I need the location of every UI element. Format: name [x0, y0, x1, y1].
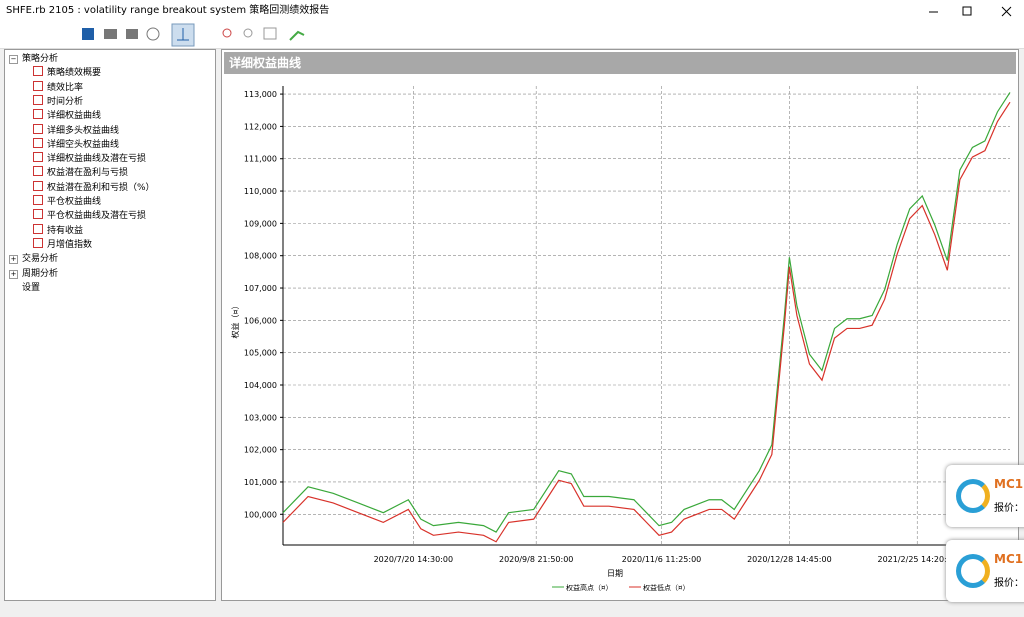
window-controls[interactable]: [914, 0, 1024, 22]
y-tick-label: 108,000: [244, 252, 277, 261]
y-tick-label: 103,000: [244, 413, 277, 422]
tree-node[interactable]: 详细空头权益曲线: [33, 137, 120, 152]
y-tick-label: 106,000: [244, 316, 277, 325]
tree-label: 详细空头权益曲线: [47, 139, 120, 150]
tree-node[interactable]: 时间分析: [33, 94, 84, 109]
y-axis-label: 权益（¤）: [230, 301, 240, 338]
app-logo: [956, 479, 990, 513]
y-tick-label: 110,000: [244, 187, 277, 196]
y-tick-label: 109,000: [244, 219, 277, 228]
item-icon: [33, 123, 43, 134]
panel-title: 详细权益曲线: [224, 52, 1016, 74]
tree-node[interactable]: + 交易分析: [9, 252, 58, 266]
equity-line: [282, 101, 1011, 543]
legend-label: 权益低点（¤）: [643, 583, 689, 592]
x-tick-label: 2020/7/20 14:30:00: [374, 555, 454, 564]
x-tick-label: 2021/2/25 14:20:00: [877, 555, 957, 564]
tree-node[interactable]: +设置: [9, 281, 40, 295]
tree-node[interactable]: 绩效比率: [33, 80, 84, 95]
y-tick-label: 100,000: [244, 510, 277, 519]
tree-label: 平仓权益曲线: [47, 197, 102, 207]
tree-node[interactable]: 平仓权益曲线: [33, 195, 101, 209]
tree-label: 持有收益: [47, 225, 84, 236]
item-icon: [33, 237, 43, 248]
y-tick-label: 112,000: [244, 122, 277, 131]
item-icon: [33, 209, 43, 220]
expander: +: [9, 269, 18, 279]
tree-label: 详细权益曲线及潜在亏损: [47, 154, 147, 165]
y-tick-label: 102,000: [244, 446, 277, 455]
expander: −: [9, 55, 18, 64]
tree-label: 策略分析: [22, 54, 59, 64]
tree-node[interactable]: 策略绩效概要: [33, 66, 101, 80]
y-tick-label: 113,000: [244, 90, 277, 99]
legend-label: 权益高点（¤）: [566, 583, 612, 592]
app-logo: [956, 554, 990, 588]
tree-label: 周期分析: [22, 268, 59, 279]
tree-node[interactable]: 持有收益: [33, 223, 84, 238]
tree-label: 详细多头权益曲线: [47, 125, 120, 136]
item-icon: [33, 137, 43, 148]
window-title: SHFE.rb 2105 : volatility range breakout…: [6, 5, 330, 16]
notification-text: 报价：: [994, 503, 1024, 514]
tree-label: 绩效比率: [47, 82, 84, 93]
tree-label: 交易分析: [22, 254, 59, 265]
y-tick-label: 111,000: [244, 155, 277, 164]
navigation-tree: − 策略分析策略绩效概要 绩效比率时间分析详细权益曲线详细多头权益曲线 详细空头权益曲…: [4, 49, 216, 601]
x-axis-label: 日期: [607, 569, 623, 578]
item-icon: [33, 152, 43, 163]
tree-label: 策略绩效概要: [47, 68, 102, 79]
toolbar[interactable]: [0, 22, 1024, 49]
tree-label: 权益潜在盈利和亏损（%）: [47, 182, 155, 193]
toolbar-icons[interactable]: [0, 22, 320, 48]
item-icon: [33, 80, 43, 91]
expander: +: [9, 255, 18, 265]
title-bar: SHFE.rb 2105 : volatility range breakout…: [0, 0, 1024, 22]
tree-node[interactable]: 详细权益曲线及潜在亏损: [33, 152, 146, 166]
y-tick-label: 101,000: [244, 478, 277, 487]
tree-label: 平仓权益曲线及潜在亏损: [47, 211, 147, 222]
chart-panel: 详细权益曲线: [221, 49, 1019, 601]
item-icon: [33, 180, 43, 191]
tree-label: 设置: [22, 282, 41, 293]
y-tick-label: 104,000: [244, 381, 277, 390]
notification-title: MC12: [994, 552, 1024, 566]
tree-node[interactable]: 平仓权益曲线及潜在亏损: [33, 209, 146, 223]
y-tick-label: 107,000: [244, 284, 277, 293]
x-tick-label: 2020/12/28 14:45:00: [747, 555, 832, 564]
tree-node[interactable]: + 周期分析: [9, 267, 58, 281]
item-icon: [33, 195, 43, 205]
tree-node[interactable]: 详细多头权益曲线: [33, 123, 120, 138]
tree-label: 月增值指数: [47, 239, 93, 250]
equity-line: [282, 92, 1011, 533]
item-icon: [33, 223, 43, 234]
tree-label: 时间分析: [47, 96, 84, 107]
tree-label: 详细权益曲线: [47, 111, 102, 122]
item-icon: [33, 66, 43, 77]
tree-node[interactable]: 权益潜在盈利与亏损: [33, 166, 128, 180]
tree-node[interactable]: 权益潜在盈利和亏损（%）: [33, 180, 155, 195]
item-icon: [33, 109, 43, 120]
tree-label: 权益潜在盈利与亏损: [47, 168, 129, 179]
x-tick-label: 2020/9/8 21:50:00: [499, 555, 573, 564]
x-tick-label: 2020/11/6 11:25:00: [622, 555, 702, 564]
tree-node[interactable]: 月增值指数: [33, 237, 93, 252]
item-icon: [33, 166, 43, 177]
y-tick-label: 105,000: [244, 349, 277, 358]
tree-node[interactable]: − 策略分析: [9, 52, 58, 66]
item-icon: [33, 94, 43, 105]
notification[interactable]: MC12 报价：: [946, 465, 1024, 527]
notification[interactable]: MC12 报价：: [946, 540, 1024, 602]
notification-text: 报价：: [994, 578, 1024, 589]
tree-node[interactable]: 详细权益曲线: [33, 109, 101, 123]
notification-title: MC12: [994, 477, 1024, 491]
